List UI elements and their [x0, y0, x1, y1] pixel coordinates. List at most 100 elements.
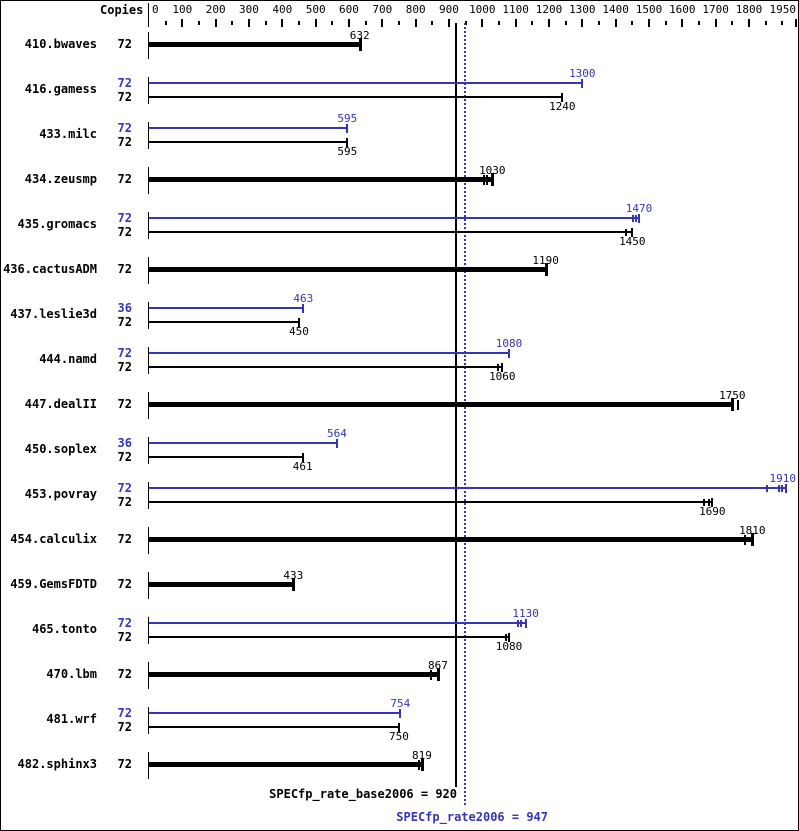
group-axis-segment	[148, 662, 149, 689]
bar-value-label: 433	[283, 569, 304, 582]
benchmark-label: 444.namd	[39, 352, 97, 366]
axis-tick-label: 800	[405, 3, 426, 16]
result-bar-base	[149, 321, 299, 323]
result-bar-peak	[149, 487, 786, 489]
axis-tick-minor	[398, 21, 400, 25]
bar-end-cap	[421, 758, 424, 771]
copies-value: 72	[117, 172, 132, 186]
run-tick	[635, 215, 637, 222]
result-bar-base	[149, 231, 632, 233]
result-bar-base	[149, 726, 399, 728]
copies-value: 72	[117, 757, 132, 771]
benchmark-label: 450.soplex	[24, 442, 97, 456]
axis-tick-label: 600	[339, 3, 359, 16]
copies-value: 72	[117, 532, 132, 546]
axis-tick-major	[681, 19, 683, 27]
axis-tick-label: 700	[372, 3, 393, 16]
bar-end-cap	[399, 709, 401, 718]
axis-tick-minor	[598, 21, 600, 25]
copies-column-header: Copies	[100, 3, 144, 17]
axis-tick-label: 500	[305, 3, 326, 16]
benchmark-label: 454.calculix	[10, 532, 97, 546]
copies-value: 72	[117, 577, 132, 591]
group-axis-segment	[148, 752, 149, 779]
axis-tick-label: 1300	[569, 3, 596, 16]
axis-tick-label: 1000	[469, 3, 496, 16]
run-tick	[632, 215, 634, 222]
copies-value: 72	[117, 211, 132, 225]
result-bar-peak	[149, 622, 526, 624]
result-bar-base	[149, 42, 360, 47]
result-bar-base	[149, 366, 502, 368]
run-tick	[483, 175, 485, 185]
benchmark-label: 433.milc	[39, 127, 97, 141]
copies-value: 72	[117, 706, 132, 720]
bar-value-label: 1190	[532, 254, 559, 267]
axis-tick-major	[648, 19, 650, 27]
run-tick	[486, 175, 488, 185]
result-bar-peak	[149, 217, 639, 219]
bar-end-cap	[631, 228, 633, 237]
axis-tick-label: 400	[272, 3, 293, 16]
benchmark-label: 465.tonto	[31, 622, 97, 636]
axis-tick-label: 100	[172, 3, 193, 16]
group-axis-segment	[148, 32, 149, 59]
result-bar-base	[149, 96, 562, 98]
bar-end-cap	[346, 138, 348, 147]
axis-origin-line	[148, 3, 149, 27]
bar-end-cap	[359, 38, 362, 51]
bar-value-label: 1750	[719, 389, 746, 402]
axis-tick-minor	[698, 21, 700, 25]
run-tick	[737, 400, 739, 410]
result-bar-peak	[149, 712, 400, 714]
run-tick	[520, 620, 522, 627]
axis-tick-major	[215, 19, 217, 27]
bar-value-label: 1080	[495, 640, 523, 653]
axis-tick-major	[415, 19, 417, 27]
axis-tick-label: 1800	[735, 3, 763, 16]
axis-tick-label: 1400	[602, 3, 629, 16]
bar-end-cap	[501, 363, 503, 372]
axis-tick-label: 1100	[502, 3, 529, 16]
peak-mean-line	[464, 23, 466, 807]
axis-tick-minor	[331, 21, 333, 25]
bar-value-label: 1450	[619, 235, 646, 248]
run-tick	[430, 670, 432, 680]
group-axis-segment	[148, 257, 149, 284]
bar-value-label: 1810	[739, 524, 766, 537]
copies-value: 72	[117, 225, 132, 239]
axis-tick-label: 1500	[635, 3, 663, 16]
bar-end-cap	[346, 124, 348, 133]
axis-tick-minor	[198, 21, 200, 25]
group-axis-segment	[148, 347, 149, 374]
bar-value-label: 867	[428, 659, 448, 672]
axis-tick-minor	[265, 21, 267, 25]
group-axis-segment	[148, 392, 149, 419]
axis-tick-major	[448, 19, 450, 27]
bar-value-label: 1690	[699, 505, 726, 518]
result-bar-peak	[149, 127, 347, 129]
benchmark-label: 453.povray	[24, 487, 97, 501]
copies-value: 72	[117, 135, 132, 149]
axis-tick-label: 1950	[769, 3, 797, 16]
run-tick	[625, 229, 627, 236]
run-tick	[497, 364, 499, 371]
result-bar-base	[149, 141, 347, 143]
axis-tick-minor	[565, 21, 567, 25]
benchmark-label: 416.gamess	[24, 82, 97, 96]
copies-value: 72	[117, 315, 132, 329]
copies-value: 72	[117, 346, 132, 360]
result-bar-peak	[149, 352, 509, 354]
axis-tick-major	[381, 19, 383, 27]
copies-value: 72	[117, 616, 132, 630]
copies-value: 36	[117, 436, 132, 450]
copies-value: 72	[117, 76, 132, 90]
axis-tick-label: 0	[151, 3, 159, 16]
bar-end-cap	[751, 533, 754, 546]
group-axis-segment	[148, 617, 149, 644]
benchmark-label: 437.leslie3d	[10, 307, 97, 321]
axis-tick-minor	[731, 21, 733, 25]
axis-tick-major	[248, 19, 250, 27]
copies-value: 72	[117, 667, 132, 681]
